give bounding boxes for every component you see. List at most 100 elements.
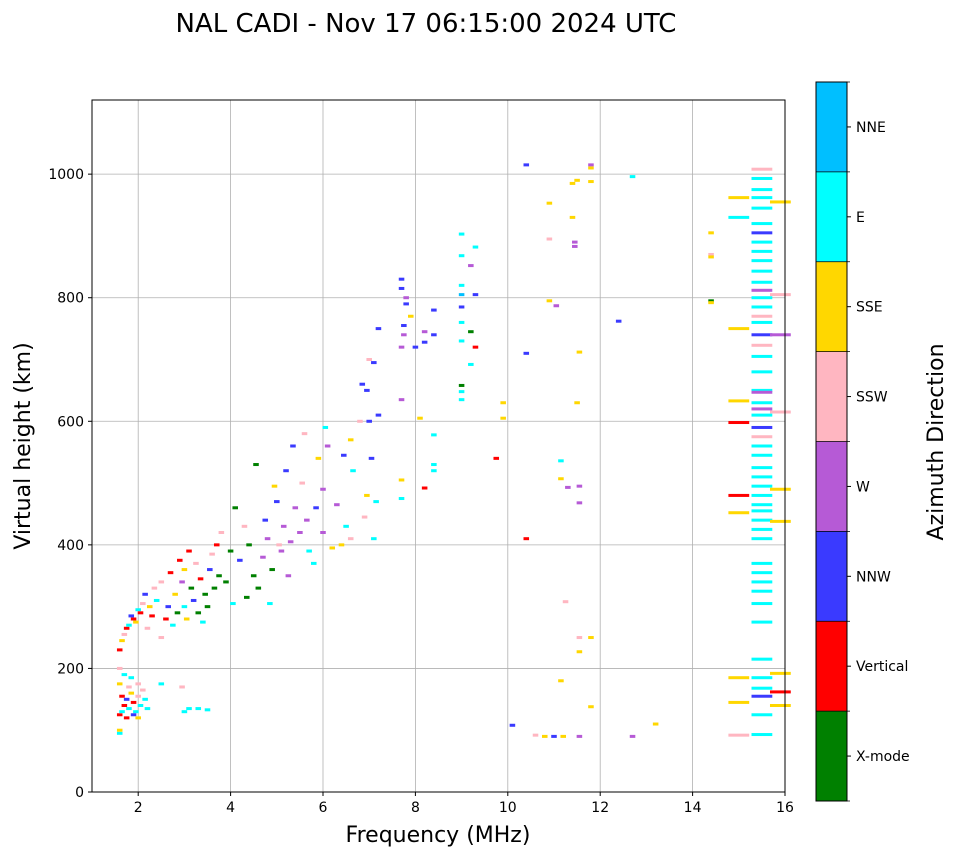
data-point-e: [751, 269, 773, 273]
data-point-ssw: [751, 435, 773, 439]
data-point-e: [751, 413, 773, 417]
data-point-vertical: [163, 617, 169, 621]
data-point-e: [128, 676, 135, 680]
data-point-vertical: [177, 558, 183, 562]
data-point-nnw: [751, 231, 773, 235]
data-point-sse: [769, 519, 791, 523]
data-point-w: [576, 501, 583, 505]
data-point-e: [267, 602, 273, 606]
data-point-e: [458, 320, 465, 324]
data-point-sse: [116, 728, 123, 732]
data-point-vertical: [119, 694, 125, 698]
data-point-e: [751, 444, 773, 448]
data-point-e: [751, 401, 773, 405]
data-point-sse: [728, 700, 750, 704]
colorbar-label-nne: NNE: [856, 120, 886, 136]
data-point-sse: [588, 636, 594, 640]
data-point-w: [421, 330, 428, 334]
data-point-nnw: [551, 734, 557, 738]
data-point-ssw: [121, 632, 128, 636]
data-point-x-mode: [188, 586, 195, 590]
colorbar-segment: [816, 531, 847, 622]
plot-frame: [91, 99, 786, 793]
colorbar-label-vertical: Vertical: [856, 659, 908, 675]
data-point-e: [751, 561, 773, 565]
data-point-w: [572, 240, 578, 244]
colorbar-segment: [816, 171, 847, 262]
data-point-vertical: [167, 571, 174, 575]
data-point-sse: [181, 568, 188, 572]
data-point-nne: [458, 293, 465, 297]
data-point-x-mode: [458, 383, 465, 387]
data-point-sse: [500, 401, 506, 405]
data-point-e: [751, 602, 773, 606]
data-point-e: [373, 500, 379, 504]
data-point-e: [133, 710, 139, 714]
data-point-nnw: [290, 444, 296, 448]
data-point-e: [322, 425, 329, 429]
data-point-e: [181, 710, 188, 714]
data-point-w: [588, 163, 594, 167]
data-point-ssw: [209, 552, 215, 556]
data-point-e: [204, 708, 211, 712]
data-point-x-mode: [255, 586, 262, 590]
data-point-sse: [574, 401, 580, 405]
data-point-nnw: [401, 324, 407, 328]
colorbar-segment: [816, 261, 847, 352]
data-point-sse: [652, 722, 659, 726]
data-point-e: [343, 524, 349, 528]
y-tick-label: 0: [75, 785, 84, 801]
data-point-e: [751, 296, 773, 300]
data-point-e: [751, 249, 773, 253]
data-point-sse: [541, 734, 548, 738]
data-point-w: [629, 734, 636, 738]
data-point-sse: [588, 180, 594, 184]
data-point-e: [629, 175, 636, 179]
data-point-e: [200, 620, 206, 624]
data-point-e: [751, 484, 773, 488]
data-point-vertical: [186, 549, 192, 553]
data-point-vertical: [493, 456, 500, 460]
data-point-nnw: [398, 277, 405, 281]
data-point-e: [119, 710, 125, 714]
data-point-x-mode: [250, 574, 257, 578]
colorbar-label: Azimuth Direction: [924, 343, 949, 540]
data-point-w: [751, 288, 773, 292]
x-tick-label: 8: [411, 800, 420, 816]
data-point-nnw: [523, 163, 530, 167]
data-point-w: [398, 398, 405, 402]
data-point-ssw: [140, 688, 146, 692]
data-point-e: [170, 623, 176, 627]
data-point-w: [769, 333, 791, 337]
data-point-e: [121, 673, 128, 677]
data-point-e: [751, 453, 773, 457]
colorbar-label-e: E: [856, 210, 865, 226]
data-point-vertical: [472, 345, 479, 349]
data-point-e: [158, 682, 165, 686]
data-point-ssw: [116, 666, 123, 670]
data-point-ssw: [728, 733, 750, 737]
data-point-sse: [569, 181, 576, 185]
data-point-ssw: [769, 293, 791, 297]
data-point-sse: [708, 301, 714, 305]
data-point-w: [278, 549, 285, 553]
data-point-w: [572, 244, 578, 248]
data-point-sse: [728, 676, 750, 680]
data-point-e: [751, 388, 773, 392]
data-point-sse: [769, 704, 791, 707]
colorbar-segment: [816, 711, 847, 801]
data-point-e: [751, 280, 773, 284]
data-point-x-mode: [269, 568, 275, 572]
data-point-sse: [769, 200, 791, 204]
data-point-nnw: [207, 568, 213, 572]
y-axis-ticks: 0 200 400 600 800 1000: [48, 167, 92, 801]
data-point-e: [751, 733, 773, 737]
data-point-w: [297, 531, 303, 534]
data-point-sse: [546, 299, 553, 303]
data-point-e: [751, 320, 773, 324]
data-point-e: [458, 232, 465, 236]
data-point-e: [751, 370, 773, 374]
data-point-x-mode: [232, 506, 238, 510]
data-point-w: [468, 264, 474, 268]
